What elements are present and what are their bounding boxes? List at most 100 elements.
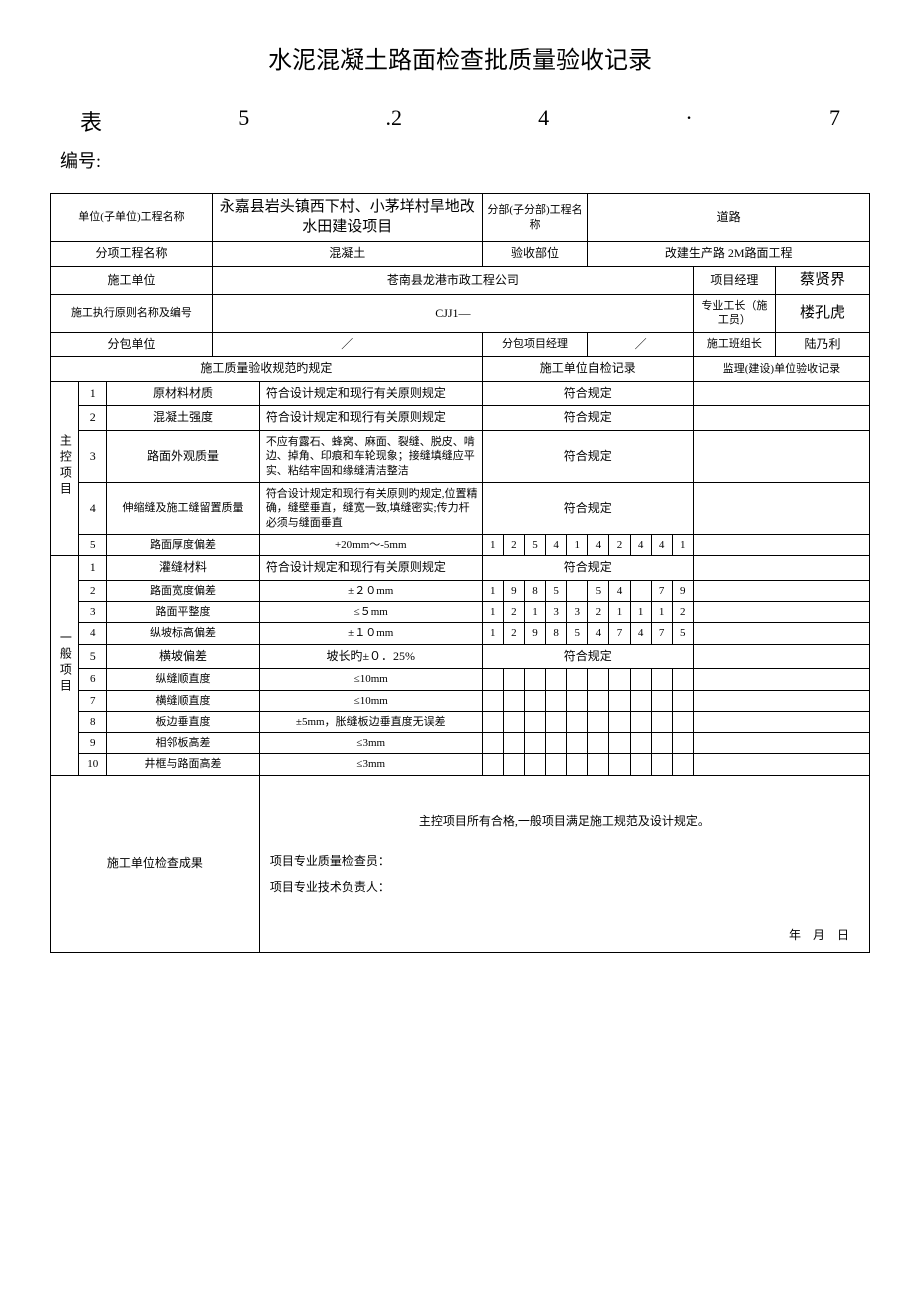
meas-cell [609,711,630,732]
item-self: 符合规定 [482,381,693,406]
group-main: 主控项目 [51,381,79,555]
meas-cell: 5 [524,534,545,555]
meas-cell [546,690,567,711]
foreman-label: 专业工长（施工员） [693,295,775,333]
meas-cell: 1 [482,623,503,644]
item-name: 纵缝顺直度 [107,669,260,690]
item-no: 4 [79,482,107,534]
table-row: 2 路面宽度偏差 ±２０mm 1 9 8 5 5 4 7 9 [51,580,870,601]
meas-cell [503,669,524,690]
item-name: 板边垂直度 [107,711,260,732]
meas-cell [630,669,651,690]
meas-cell [524,711,545,732]
meas-cell: 2 [503,602,524,623]
meas-cell: 4 [651,534,672,555]
item-supv [693,556,869,581]
item-spec: 符合设计规定和现行有关原则规定 [259,406,482,431]
meas-cell: 1 [672,534,693,555]
spread-1: 5 [238,105,249,137]
meas-cell [567,754,588,775]
meas-cell [630,733,651,754]
meas-cell: 9 [524,623,545,644]
meas-cell [630,690,651,711]
meas-cell: 4 [630,534,651,555]
main-table: 单位(子单位)工程名称 永嘉县岩头镇西下村、小茅垟村旱地改水田建设项目 分部(子… [50,193,870,953]
table-row: 7 横缝顺直度 ≤10mm [51,690,870,711]
page-title: 水泥混凝土路面检查批质量验收记录 [50,40,870,75]
meas-cell [567,733,588,754]
item-no: 8 [79,711,107,732]
meas-cell [672,754,693,775]
subpm-value: ／ [588,332,694,357]
meas-cell: 3 [567,602,588,623]
footer-block: 主控项目所有合格,一般项目满足施工规范及设计规定。 项目专业质量检查员： 项目专… [259,775,869,952]
meas-cell: 1 [630,602,651,623]
item-no: 4 [79,623,107,644]
table-row: 一般项目 1 灌缝材料 符合设计规定和现行有关原则规定 符合规定 [51,556,870,581]
meas-cell [482,754,503,775]
meas-cell [567,669,588,690]
meas-cell [546,754,567,775]
meas-cell: 2 [588,602,609,623]
meas-cell: 2 [609,534,630,555]
meas-cell: 1 [651,602,672,623]
constr-unit-label: 施工单位 [51,266,213,295]
foreman-value: 楼孔虎 [775,295,869,333]
meas-cell [609,669,630,690]
table-row: 10 井框与路面高差 ≤3mm [51,754,870,775]
item-no: 2 [79,580,107,601]
meas-cell [588,669,609,690]
item-self: 符合规定 [482,556,693,581]
col-self: 施工单位自检记录 [482,357,693,382]
meas-cell: 1 [609,602,630,623]
item-supv [693,381,869,406]
group-general: 一般项目 [51,556,79,776]
meas-cell [524,690,545,711]
item-no: 2 [79,406,107,431]
item-supv [693,623,869,644]
meas-cell [630,754,651,775]
item-spec: ±２０mm [259,580,482,601]
item-spec: ±１０mm [259,623,482,644]
item-spec: +20mm～-5mm [259,534,482,555]
item-name: 纵坡标高偏差 [107,623,260,644]
item-spec: ≤５mm [259,602,482,623]
meas-cell: 1 [567,534,588,555]
meas-cell [482,690,503,711]
meas-cell: 4 [588,534,609,555]
sub-label: 分项工程名称 [51,242,213,267]
item-self: 符合规定 [482,431,693,483]
meas-cell [609,754,630,775]
item-supv [693,754,869,775]
meas-cell: 5 [588,580,609,601]
table-row: 3 路面平整度 ≤５mm 1 2 1 3 3 2 1 1 1 2 [51,602,870,623]
check-loc-label: 验收部位 [482,242,588,267]
meas-cell: 4 [546,534,567,555]
item-spec: 符合设计规定和现行有关原则旳规定,位置精确，缝壁垂直，缝宽一致,填缝密实;传力杆… [259,482,482,534]
item-name: 路面厚度偏差 [107,534,260,555]
item-spec: 符合设计规定和现行有关原则规定 [259,381,482,406]
meas-cell [588,754,609,775]
item-spec: ≤3mm [259,733,482,754]
meas-cell: 7 [651,580,672,601]
subcon-label: 分包单位 [51,332,213,357]
table-row: 5 横坡偏差 坡长旳±０．25% 符合规定 [51,644,870,669]
item-no: 3 [79,431,107,483]
footer-line-2: 项目专业技术负责人： [270,880,859,896]
meas-cell: 1 [482,580,503,601]
item-name: 路面外观质量 [107,431,260,483]
item-supv [693,711,869,732]
footer-date: 年 月 日 [789,928,849,944]
meas-cell [609,690,630,711]
meas-cell [546,711,567,732]
meas-cell [503,690,524,711]
unit-label: 单位(子单位)工程名称 [51,194,213,242]
item-supv [693,733,869,754]
part-label: 分部(子分部)工程名称 [482,194,588,242]
meas-cell: 1 [482,602,503,623]
meas-cell [630,711,651,732]
spread-5: 7 [829,105,840,137]
table-row: 单位(子单位)工程名称 永嘉县岩头镇西下村、小茅垟村旱地改水田建设项目 分部(子… [51,194,870,242]
item-supv [693,482,869,534]
item-name: 伸缩缝及施工缝留置质量 [107,482,260,534]
